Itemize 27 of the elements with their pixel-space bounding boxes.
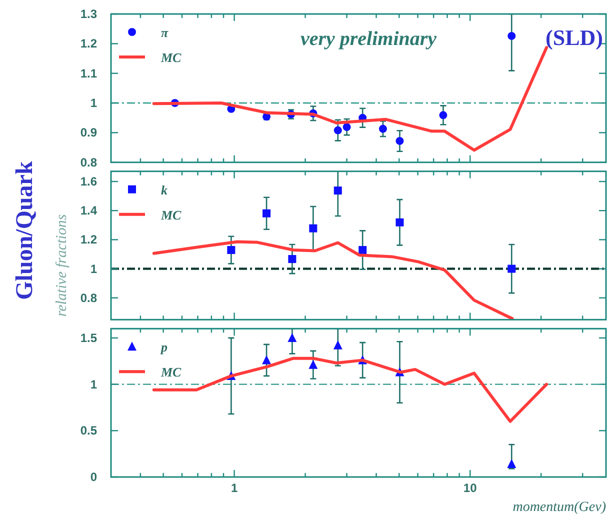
y-tick-label: 1.6 [80,174,98,189]
y-tick-label: 1 [90,96,98,110]
y-tick-label: 1.2 [80,232,98,247]
legend-label: MC [160,207,182,222]
y-tick-label: 0.9 [80,126,98,140]
legend-label: MC [160,50,182,65]
y-tick-label: 1 [90,377,98,392]
y-tick-label: 0.8 [80,155,98,170]
annotation: very preliminary [300,28,437,50]
y-tick-label: 0.5 [80,424,98,438]
x-tick-label: 10 [463,481,478,495]
legend-label: k [161,182,168,198]
legend-label: π [161,25,169,40]
y-tick-label: 0.8 [80,290,98,305]
annotation: (SLD) [546,25,603,50]
y-axis-title: relative fractions [54,214,70,317]
y-tick-label: 0 [90,470,98,484]
y-tick-label: 1.2 [80,36,98,51]
text: Gluon/Quark [12,160,38,300]
y-tick-label: 1.5 [80,330,98,345]
y-tick-label: 1.4 [80,204,98,218]
legend-label: p [160,340,168,355]
y-tick-label: 1.1 [80,66,98,80]
x-axis-title: momentum(Gev) [512,500,606,515]
y-tick-label: 1 [90,262,98,276]
y-tick-label: 1.3 [80,7,98,21]
legend-label: MC [160,364,182,380]
